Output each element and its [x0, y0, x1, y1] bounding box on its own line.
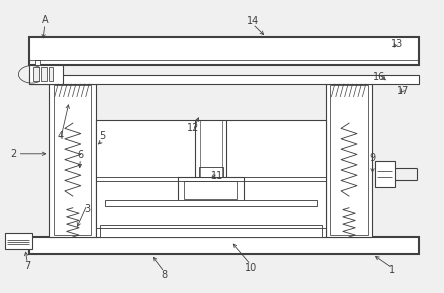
Bar: [35, 60, 40, 65]
Bar: [29, 237, 419, 254]
Text: 5: 5: [99, 131, 106, 141]
Bar: [96, 120, 326, 237]
Text: 16: 16: [373, 71, 385, 81]
Text: 7: 7: [24, 261, 30, 271]
Text: 3: 3: [84, 204, 90, 214]
Bar: [184, 181, 238, 199]
Bar: [29, 75, 419, 84]
Bar: [178, 177, 244, 202]
Bar: [100, 225, 321, 237]
Bar: [49, 84, 96, 237]
Bar: [41, 67, 47, 81]
Bar: [29, 37, 419, 65]
Bar: [326, 84, 373, 237]
Text: 2: 2: [10, 149, 16, 159]
Bar: [330, 85, 368, 236]
Text: 12: 12: [187, 122, 199, 132]
Bar: [33, 67, 39, 81]
Bar: [29, 65, 63, 84]
Bar: [199, 167, 223, 177]
Text: A: A: [42, 15, 48, 25]
Text: 14: 14: [247, 16, 259, 26]
Bar: [5, 233, 32, 249]
Text: 8: 8: [162, 270, 167, 280]
Text: 9: 9: [369, 153, 376, 163]
Bar: [54, 85, 91, 236]
Bar: [375, 161, 395, 187]
Text: 13: 13: [391, 40, 403, 50]
Bar: [105, 200, 317, 206]
Text: 6: 6: [77, 150, 83, 160]
Text: 11: 11: [211, 171, 224, 181]
Text: 10: 10: [245, 263, 257, 272]
Text: 1: 1: [389, 265, 396, 275]
Text: 4: 4: [57, 131, 63, 141]
Text: 17: 17: [397, 86, 410, 96]
Bar: [49, 67, 53, 81]
